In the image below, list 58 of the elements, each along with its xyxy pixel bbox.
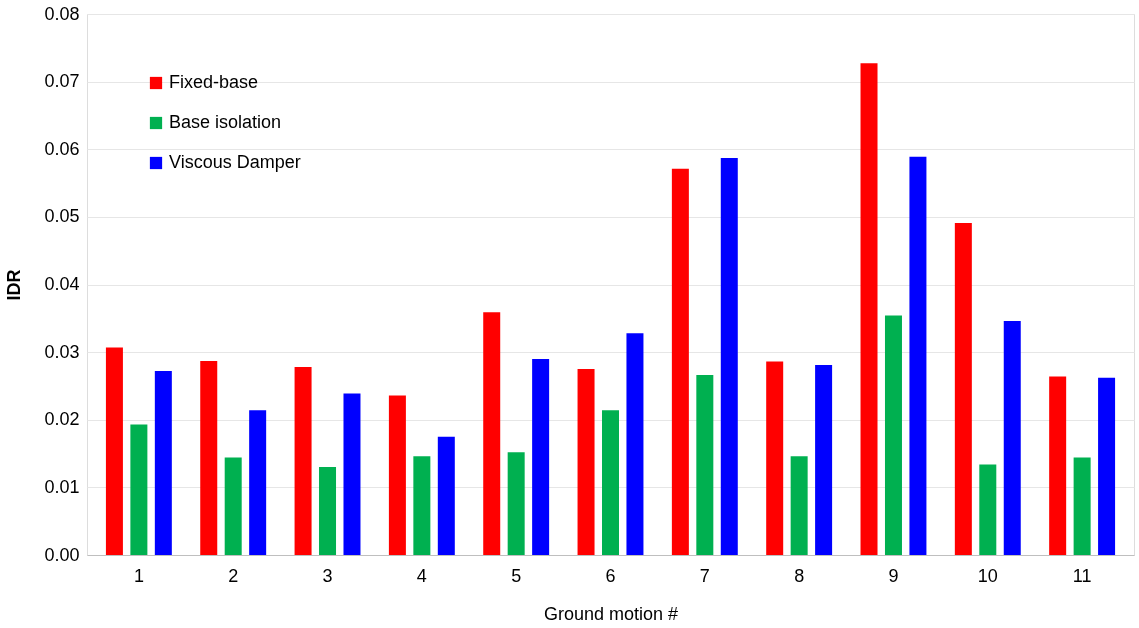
bar: [860, 63, 878, 555]
bar: [815, 364, 833, 555]
bar: [532, 358, 550, 555]
x-tick-label: 10: [977, 565, 998, 586]
y-tick-label: 0.08: [44, 3, 80, 24]
x-tick-label: 9: [888, 565, 899, 586]
x-tick-label: 8: [794, 565, 805, 586]
y-tick-label: 0.05: [44, 206, 80, 227]
y-tick-label: 0.01: [44, 476, 80, 497]
y-tick-label: 0.03: [44, 341, 80, 362]
bar: [437, 436, 455, 555]
x-tick-label: 11: [1072, 565, 1092, 586]
y-tick-label: 0.02: [44, 409, 80, 430]
bar: [319, 467, 337, 555]
x-tick-label: 3: [322, 565, 333, 586]
x-tick-label: 6: [605, 565, 616, 586]
bar: [626, 333, 644, 555]
bar: [696, 375, 714, 555]
bar: [483, 312, 501, 555]
bar: [884, 315, 902, 555]
bar: [766, 361, 784, 555]
y-tick-label: 0.04: [44, 274, 80, 294]
bar: [1049, 376, 1067, 555]
x-tick-label: 4: [416, 565, 427, 586]
x-tick-label: 1: [133, 565, 144, 586]
bar: [200, 360, 218, 555]
bar: [249, 410, 267, 555]
bar: [224, 457, 242, 555]
bar: [294, 367, 312, 555]
legend-label: Fixed-base: [169, 72, 259, 92]
bar: [413, 456, 431, 555]
x-tick-label: 2: [228, 565, 239, 586]
bar: [979, 464, 997, 555]
y-tick-label: 0.07: [44, 71, 80, 92]
bar: [671, 168, 689, 555]
bar: [577, 369, 595, 555]
bar: [909, 156, 927, 555]
y-tick-label: 0.06: [44, 138, 80, 159]
bar: [720, 158, 738, 555]
bar: [130, 424, 148, 555]
y-axis-title: IDR: [4, 269, 25, 301]
bar: [954, 222, 972, 555]
bar: [507, 452, 525, 555]
bar: [105, 347, 123, 555]
y-tick-label: 0.00: [44, 544, 80, 565]
bar: [1073, 457, 1091, 555]
bar: [1098, 377, 1116, 555]
bar: [1003, 321, 1021, 555]
bar: [388, 395, 406, 555]
bar: [602, 410, 619, 555]
bar: [790, 456, 808, 555]
x-tick-label: 7: [699, 565, 710, 586]
bar: [154, 371, 172, 555]
legend-label: Base isolation: [169, 112, 282, 132]
x-tick-label: 5: [511, 565, 522, 586]
bar: [343, 393, 361, 555]
legend-label: Viscous Damper: [169, 152, 301, 172]
x-axis-title: Ground motion #: [543, 603, 679, 624]
